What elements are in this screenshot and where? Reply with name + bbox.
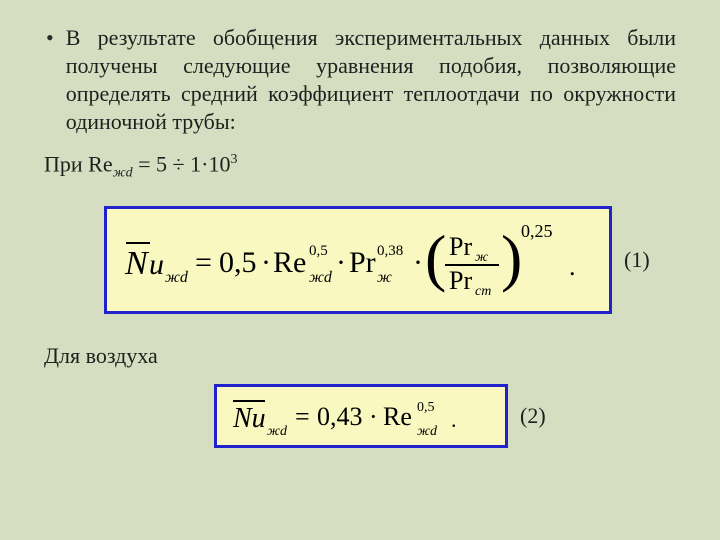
- equation-1-box: N u жd = 0,5 · Re 0,5 жd · Pr: [104, 206, 612, 314]
- svg-text:·: ·: [413, 246, 423, 279]
- svg-text:Pr: Pr: [349, 246, 376, 279]
- condition-mid: = 5 ÷ 1·10: [133, 151, 231, 176]
- svg-text:Nu: Nu: [232, 403, 266, 434]
- svg-text:N: N: [124, 245, 150, 282]
- svg-text:жd: жd: [417, 424, 438, 439]
- equation-2-svg: Nu жd = 0,43 · Re 0,5 жd .: [231, 395, 491, 439]
- equation-1-label: (1): [624, 247, 650, 273]
- condition-prefix: При Re: [44, 151, 113, 176]
- bullet-paragraph: • В результате обобщения экспериментальн…: [44, 24, 676, 136]
- condition-sub: жd: [113, 166, 133, 181]
- svg-text:(: (: [425, 222, 446, 293]
- condition-line: При Reжd = 5 ÷ 1·103: [44, 146, 676, 188]
- svg-text:0,25: 0,25: [521, 221, 553, 241]
- svg-text:ж: ж: [377, 269, 392, 286]
- condition-sup: 3: [230, 152, 237, 167]
- svg-text:Re: Re: [383, 402, 412, 431]
- svg-text:ст: ст: [475, 284, 491, 299]
- svg-text:): ): [501, 222, 522, 293]
- svg-text:·: ·: [261, 246, 271, 279]
- svg-text:жd: жd: [267, 424, 288, 439]
- svg-text:0,43: 0,43: [317, 402, 363, 431]
- air-line: Для воздуха: [44, 342, 676, 370]
- equation-2-row: Nu жd = 0,43 · Re 0,5 жd . (2): [214, 384, 676, 448]
- bullet-dot: •: [44, 24, 66, 52]
- equation-1-row: N u жd = 0,5 · Re 0,5 жd · Pr: [104, 206, 676, 314]
- svg-text:.: .: [569, 252, 576, 281]
- paragraph-text: В результате обобщения экспериментальных…: [66, 24, 676, 136]
- equation-2-box: Nu жd = 0,43 · Re 0,5 жd .: [214, 384, 508, 448]
- svg-text:жd: жd: [165, 269, 189, 286]
- svg-text:0,5: 0,5: [309, 243, 328, 259]
- svg-text:0,5: 0,5: [219, 246, 257, 279]
- svg-text:.: .: [451, 407, 457, 432]
- equation-1-svg: N u жd = 0,5 · Re 0,5 жd · Pr: [123, 219, 593, 303]
- svg-text:·: ·: [369, 402, 378, 431]
- svg-text:Pr: Pr: [449, 266, 472, 295]
- svg-text:0,38: 0,38: [377, 243, 403, 259]
- svg-text:=: =: [295, 402, 310, 431]
- svg-text:жd: жd: [309, 269, 333, 286]
- equation-2-label: (2): [520, 403, 546, 429]
- svg-text:u: u: [149, 248, 164, 281]
- svg-text:Pr: Pr: [449, 232, 472, 261]
- svg-text:Re: Re: [273, 246, 306, 279]
- svg-text:·: ·: [336, 246, 346, 279]
- slide: • В результате обобщения экспериментальн…: [0, 0, 720, 472]
- svg-text:ж: ж: [475, 250, 488, 265]
- svg-text:=: =: [195, 246, 212, 279]
- svg-text:0,5: 0,5: [417, 400, 435, 415]
